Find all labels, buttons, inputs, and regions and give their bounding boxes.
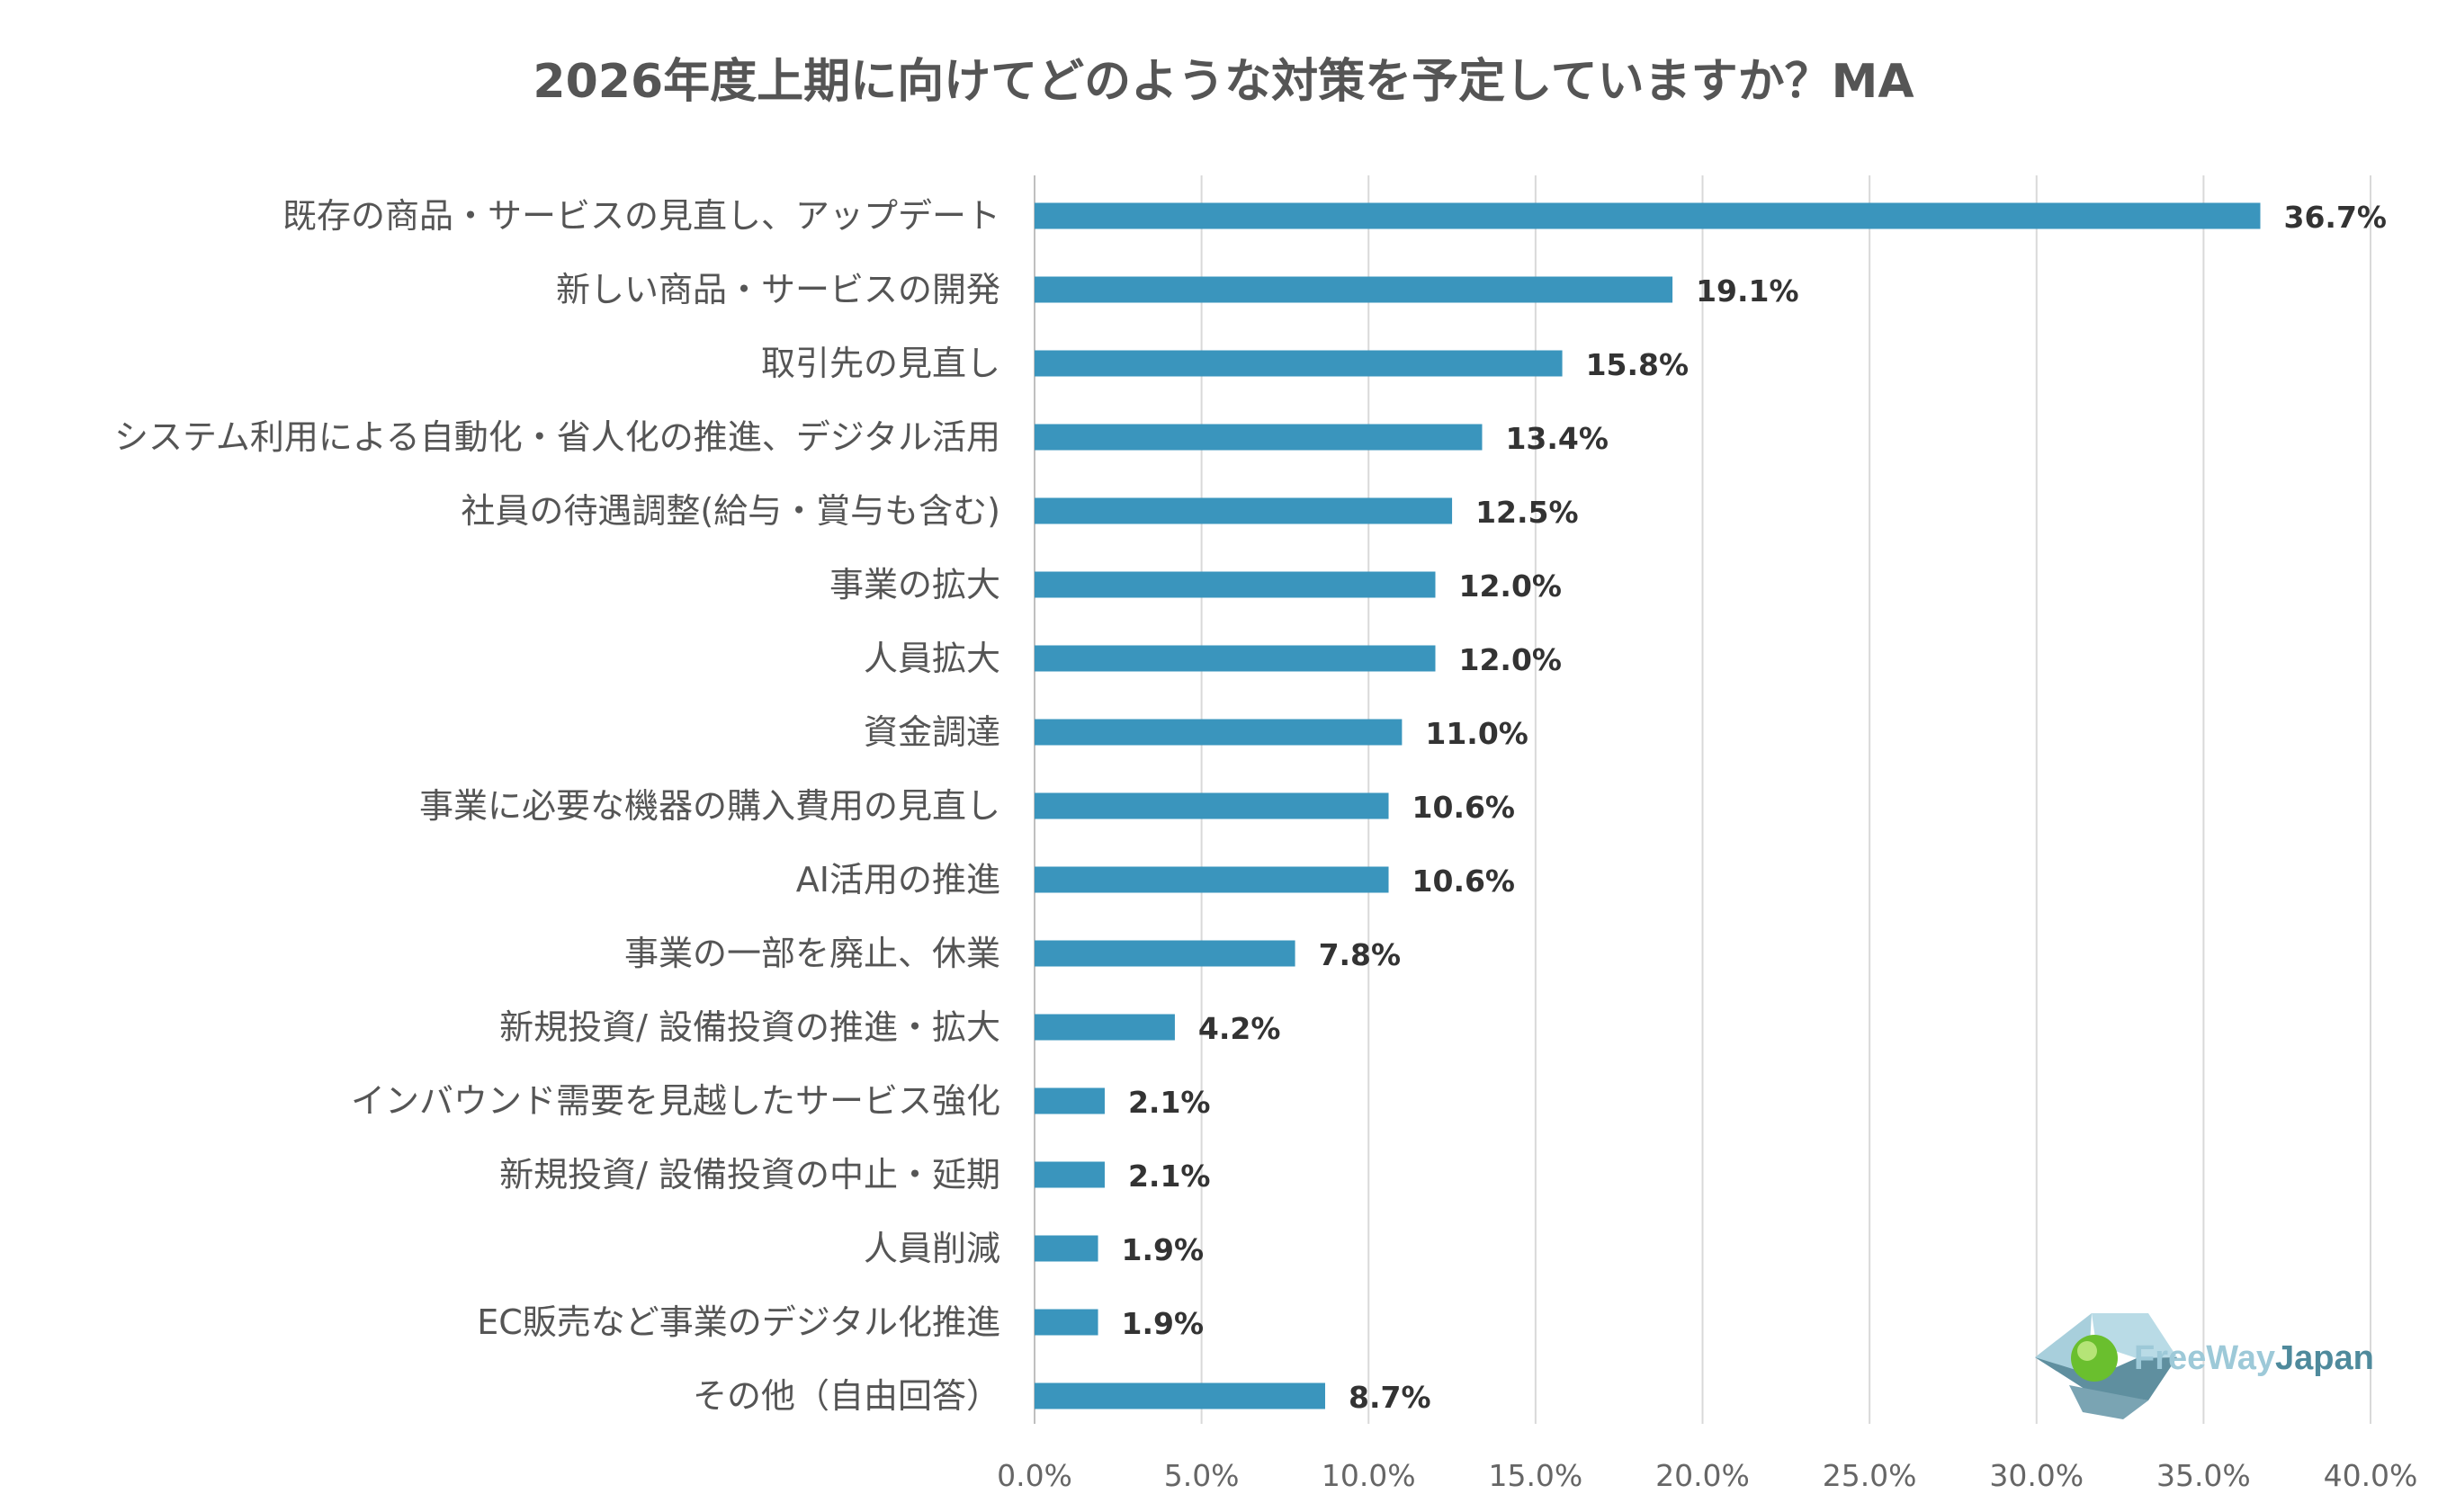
logo-text-freeway: FreeWay [2134, 1339, 2275, 1377]
bar [1035, 1161, 1105, 1188]
category-label: 新規投資/ 設備投資の中止・延期 [499, 1155, 1000, 1194]
category-label: 人員削減 [864, 1229, 1000, 1268]
category-label: 人員拡大 [864, 639, 1000, 678]
bar-layer: 既存の商品・サービスの見直し、アップデート 36.7% 新しい商品・サービスの開発 1… [114, 196, 2387, 1416]
category-label: 社員の待遇調整(給与・賞与も含む) [461, 491, 1000, 531]
bar [1035, 719, 1403, 746]
data-label: 10.6% [1412, 863, 1516, 899]
freewayjapan-logo: FreeWayJapan [2035, 1313, 2374, 1419]
bar [1035, 792, 1389, 819]
data-label: 1.9% [1122, 1232, 1205, 1267]
chart-title: 2026年度上期に向けてどのような対策を予定していますか？MA [533, 55, 1914, 109]
data-label: 2.1% [1128, 1159, 1211, 1194]
bar [1035, 424, 1483, 451]
data-label: 4.2% [1198, 1011, 1281, 1046]
x-tick-label: 25.0% [1823, 1458, 1917, 1493]
data-label: 12.5% [1475, 495, 1579, 530]
data-label: 36.7% [2283, 200, 2387, 235]
logo-hexagon-dark-icon [2035, 1357, 2177, 1400]
x-tick-label: 10.0% [1322, 1458, 1416, 1493]
data-label: 13.4% [1505, 421, 1609, 456]
category-label: 事業の一部を廃止、休業 [624, 934, 1000, 973]
bar [1035, 940, 1295, 967]
bar [1035, 497, 1453, 524]
data-label: 12.0% [1459, 642, 1563, 677]
category-label: 資金調達 [864, 712, 1000, 752]
category-label: 新しい商品・サービスの開発 [556, 270, 1000, 309]
logo-green-sphere-icon [2071, 1335, 2118, 1382]
category-label: 新規投資/ 設備投資の推進・拡大 [499, 1007, 1000, 1047]
data-label: 19.1% [1696, 273, 1799, 309]
logo-hexagon-bottom-icon [2069, 1385, 2148, 1419]
grid-layer [1034, 175, 2371, 1424]
bar [1035, 1235, 1098, 1262]
x-tick-label: 35.0% [2156, 1458, 2251, 1493]
data-label: 1.9% [1122, 1306, 1205, 1341]
category-label: 事業に必要な機器の購入費用の見直し [419, 786, 1000, 826]
bar [1035, 866, 1389, 893]
logo-wordmark: FreeWayJapan [2134, 1339, 2374, 1377]
bar [1035, 1087, 1105, 1114]
data-label: 7.8% [1319, 937, 1402, 972]
data-label: 2.1% [1128, 1085, 1211, 1120]
category-label: 取引先の見直し [761, 344, 1000, 383]
x-tick-label: 40.0% [2324, 1458, 2418, 1493]
data-label: 10.6% [1412, 790, 1516, 825]
logo-sphere-highlight-icon [2077, 1341, 2097, 1361]
category-label: 既存の商品・サービスの見直し、アップデート [282, 196, 1000, 236]
data-label: 8.7% [1349, 1380, 1431, 1415]
category-label: EC販売など事業のデジタル化推進 [477, 1302, 1000, 1342]
bar [1035, 1014, 1175, 1041]
category-label: 事業の拡大 [829, 565, 1000, 604]
bar [1035, 350, 1563, 377]
x-tick-label: 0.0% [997, 1458, 1072, 1493]
bar [1035, 276, 1673, 303]
bar [1035, 1309, 1098, 1336]
x-tick-label: 15.0% [1488, 1458, 1582, 1493]
bar [1035, 645, 1436, 672]
category-label: システム利用による自動化・省人化の推進、デジタル活用 [114, 417, 1000, 457]
bar [1035, 571, 1436, 598]
data-label: 15.8% [1586, 347, 1690, 382]
logo-text-japan: Japan [2275, 1339, 2374, 1377]
category-label: その他（自由回答） [693, 1376, 1000, 1416]
x-tick-label: 30.0% [1989, 1458, 2084, 1493]
tick-layer: 0.0% 5.0% 10.0% 15.0% 20.0% 25.0% 30.0% 35.0% 40… [997, 1458, 2417, 1493]
x-tick-label: 20.0% [1655, 1458, 1750, 1493]
category-label: インバウンド需要を見越したサービス強化 [351, 1081, 1000, 1121]
data-label: 12.0% [1459, 568, 1563, 604]
data-label: 11.0% [1425, 716, 1528, 751]
bar [1035, 202, 2261, 229]
x-tick-label: 5.0% [1164, 1458, 1240, 1493]
category-label: AI活用の推進 [796, 860, 1000, 899]
bar [1035, 1382, 1325, 1409]
